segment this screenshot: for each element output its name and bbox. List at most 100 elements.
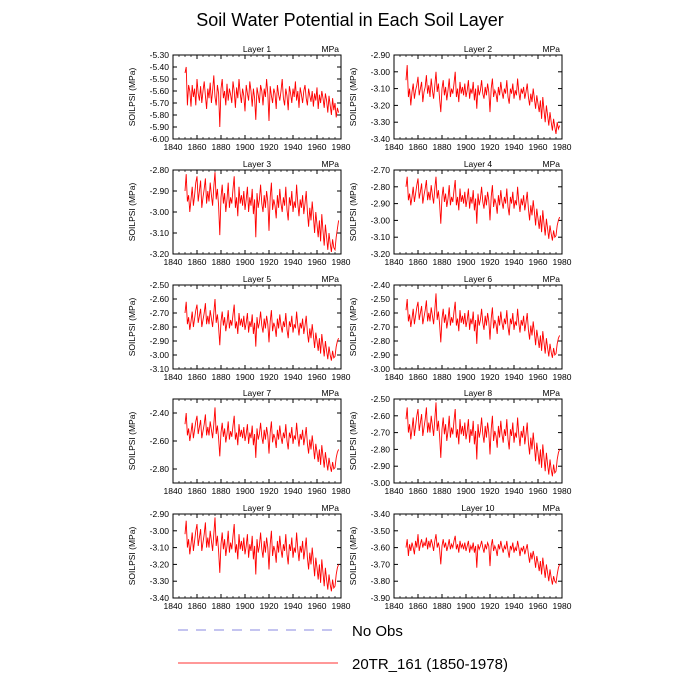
y-tick-label: -2.50: [371, 294, 391, 304]
x-tick-label: 1960: [529, 601, 548, 611]
y-tick-label: -2.80: [150, 322, 170, 332]
panel-title: Layer 5: [243, 274, 272, 284]
y-tick-label: -3.00: [150, 207, 170, 217]
x-tick-label: 1960: [308, 372, 327, 382]
y-tick-label: -2.50: [150, 280, 170, 290]
y-tick-label: -2.70: [150, 308, 170, 318]
x-tick-label: 1860: [188, 601, 207, 611]
y-tick-label: -3.00: [371, 215, 391, 225]
panel-layer-6: 1840 1860 1880 1900 1920 1940 1960 1980 -2.40 -2.…: [348, 274, 572, 382]
y-tick-label: -6.00: [150, 134, 170, 144]
x-tick-label: 1880: [212, 486, 231, 496]
x-tick-label: 1960: [529, 372, 548, 382]
x-tick-label: 1980: [332, 486, 351, 496]
y-tick-label: -2.40: [150, 408, 170, 418]
x-tick-label: 1880: [433, 601, 452, 611]
x-tick-label: 1880: [433, 142, 452, 152]
y-tick-label: -3.00: [371, 67, 391, 77]
x-tick-label: 1880: [212, 372, 231, 382]
y-tick-label: -3.20: [150, 249, 170, 259]
x-tick-label: 1840: [164, 601, 183, 611]
x-tick-label: 1900: [236, 601, 255, 611]
y-axis-label: SOILPSI (MPa): [348, 68, 358, 127]
y-tick-label: -3.20: [371, 100, 391, 110]
panel-layer-10: 1840 1860 1880 1900 1920 1940 1960 1980 -3.40 -3.…: [348, 503, 572, 611]
x-tick-label: 1840: [164, 257, 183, 267]
y-tick-label: -3.30: [150, 576, 170, 586]
x-tick-label: 1920: [260, 142, 279, 152]
y-tick-label: -5.70: [150, 98, 170, 108]
x-tick-label: 1880: [433, 372, 452, 382]
x-tick-label: 1900: [457, 486, 476, 496]
x-tick-label: 1860: [409, 257, 428, 267]
y-tick-label: -3.20: [150, 559, 170, 569]
panel-layer-8: 1840 1860 1880 1900 1920 1940 1960 1980 -2.50 -2.…: [348, 388, 572, 496]
x-tick-label: 1940: [505, 486, 524, 496]
x-tick-label: 1940: [284, 142, 303, 152]
y-tick-label: -2.60: [150, 294, 170, 304]
x-tick-label: 1920: [481, 372, 500, 382]
x-tick-label: 1900: [236, 257, 255, 267]
panel-title: Layer 8: [464, 388, 493, 398]
series-line: [405, 293, 561, 358]
x-tick-label: 1980: [553, 486, 572, 496]
y-tick-label: -5.60: [150, 86, 170, 96]
series-line: [184, 517, 340, 592]
x-tick-label: 1940: [505, 257, 524, 267]
legend: No Obs 20TR_161 (1850-1978): [178, 623, 508, 673]
y-tick-label: -2.90: [150, 336, 170, 346]
x-tick-label: 1980: [332, 372, 351, 382]
x-tick-label: 1880: [212, 257, 231, 267]
plot-frame: [393, 284, 563, 370]
x-tick-label: 1940: [284, 486, 303, 496]
x-tick-label: 1840: [164, 372, 183, 382]
y-tick-label: -3.30: [371, 117, 391, 127]
x-tick-label: 1960: [529, 486, 548, 496]
x-tick-label: 1900: [236, 486, 255, 496]
panel-units: MPa: [543, 274, 561, 284]
y-tick-label: -3.70: [371, 559, 391, 569]
panel-title: Layer 1: [243, 44, 272, 54]
y-tick-label: -3.00: [150, 526, 170, 536]
x-tick-label: 1860: [188, 486, 207, 496]
y-tick-label: -3.00: [150, 350, 170, 360]
x-tick-label: 1840: [385, 257, 404, 267]
x-tick-label: 1980: [332, 142, 351, 152]
x-tick-label: 1860: [188, 257, 207, 267]
x-tick-label: 1920: [260, 372, 279, 382]
x-tick-label: 1900: [457, 142, 476, 152]
x-tick-label: 1940: [505, 142, 524, 152]
x-tick-label: 1860: [188, 372, 207, 382]
series-line: [184, 407, 340, 472]
x-tick-label: 1920: [481, 142, 500, 152]
x-tick-label: 1920: [260, 601, 279, 611]
y-tick-label: -2.50: [371, 394, 391, 404]
x-tick-label: 1920: [260, 486, 279, 496]
x-tick-label: 1920: [481, 257, 500, 267]
y-tick-label: -5.30: [150, 50, 170, 60]
x-tick-label: 1940: [284, 372, 303, 382]
y-tick-label: -2.90: [150, 509, 170, 519]
x-tick-label: 1860: [409, 486, 428, 496]
x-tick-label: 1860: [409, 601, 428, 611]
panel-units: MPa: [322, 274, 340, 284]
y-tick-label: -2.80: [150, 464, 170, 474]
y-tick-label: -3.20: [371, 249, 391, 259]
y-tick-label: -2.80: [371, 336, 391, 346]
y-tick-label: -2.60: [371, 411, 391, 421]
x-tick-label: 1960: [308, 486, 327, 496]
x-tick-label: 1940: [505, 601, 524, 611]
x-tick-label: 1940: [284, 601, 303, 611]
x-tick-label: 1960: [529, 142, 548, 152]
x-tick-label: 1920: [481, 486, 500, 496]
x-tick-label: 1860: [409, 142, 428, 152]
x-tick-label: 1840: [385, 142, 404, 152]
x-tick-label: 1960: [308, 142, 327, 152]
x-tick-label: 1900: [236, 372, 255, 382]
x-tick-label: 1920: [481, 601, 500, 611]
y-tick-label: -3.40: [150, 593, 170, 603]
x-tick-label: 1840: [385, 372, 404, 382]
y-tick-label: -2.60: [371, 308, 391, 318]
y-tick-label: -2.70: [371, 165, 391, 175]
